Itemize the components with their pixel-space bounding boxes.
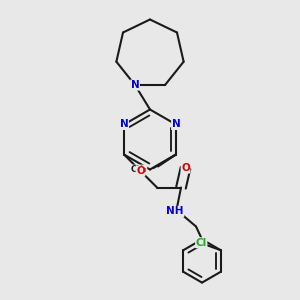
Text: N: N <box>120 119 128 130</box>
Text: O: O <box>181 163 190 173</box>
Text: N: N <box>172 119 180 130</box>
Text: N: N <box>131 80 140 90</box>
Text: CH₃: CH₃ <box>130 165 147 174</box>
Text: NH: NH <box>166 206 184 217</box>
Text: O: O <box>136 166 145 176</box>
Text: Cl: Cl <box>196 238 207 248</box>
